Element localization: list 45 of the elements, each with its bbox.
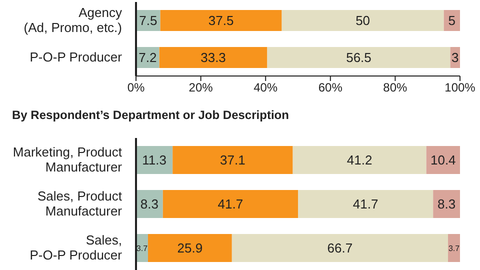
data-label: 7.5 — [139, 13, 158, 28]
data-label: 8.3 — [438, 196, 456, 212]
y-tick-label: Marketing, Product Manufacturer — [12, 144, 123, 174]
data-label: 3.7 — [448, 244, 460, 253]
bar — [298, 190, 434, 218]
data-label: 25.9 — [177, 240, 203, 256]
data-label: 66.7 — [327, 240, 353, 256]
bar — [282, 10, 444, 31]
data-label: 41.2 — [346, 152, 372, 168]
y-tick-label: Sales, Product Manufacturer — [37, 188, 123, 218]
chart-title: By Respondent’s Department or Job Description — [12, 108, 289, 122]
x-tick-label: 80% — [383, 80, 408, 95]
data-label: 37.1 — [220, 152, 246, 168]
y-tick-label: Sales, P-O-P Producer — [30, 232, 123, 262]
data-label: 5 — [448, 13, 456, 28]
bar — [232, 234, 448, 262]
data-label: 7.2 — [138, 50, 157, 66]
y-tick-label: Agency (Ad, Promo, etc.) — [24, 5, 122, 35]
x-tick-label: 20% — [188, 80, 214, 95]
y-tick-label: P-O-P Producer — [30, 50, 123, 64]
x-tick-label: 100% — [444, 80, 476, 95]
bar — [160, 10, 282, 31]
bar — [267, 47, 450, 68]
bar — [433, 190, 460, 218]
data-label: 50 — [356, 13, 370, 28]
x-tick-label: 40% — [254, 80, 278, 95]
bar — [448, 234, 460, 262]
data-label: 3.7 — [136, 244, 148, 253]
bar — [172, 146, 293, 174]
data-label: 33.3 — [200, 50, 226, 66]
bar — [426, 146, 460, 174]
data-label: 11.3 — [142, 152, 166, 168]
data-label: 56.5 — [346, 50, 372, 66]
data-label: 8.3 — [140, 196, 158, 212]
data-label: 41.7 — [218, 196, 244, 212]
bar — [162, 190, 298, 218]
x-tick-label: 0% — [127, 80, 145, 95]
x-tick-label: 60% — [318, 80, 343, 95]
data-label: 37.5 — [208, 13, 234, 28]
data-label: 3 — [452, 50, 459, 66]
bar — [292, 146, 426, 174]
bar — [148, 234, 232, 262]
data-label: 10.4 — [430, 152, 456, 168]
bar — [159, 47, 268, 68]
data-label: 41.7 — [352, 196, 378, 212]
